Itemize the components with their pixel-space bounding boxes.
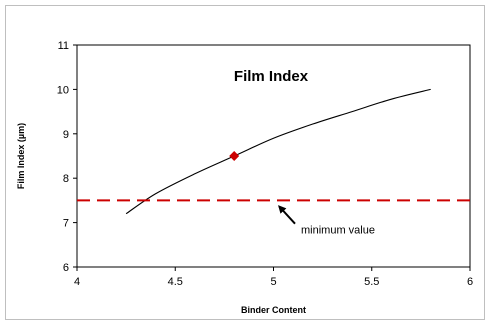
y-tick-label: 7 — [63, 218, 69, 230]
y-axis-title: Film Index (µm) — [16, 123, 26, 189]
y-tick-label: 10 — [57, 84, 69, 96]
data-point-marker — [229, 151, 240, 161]
y-tick-label: 8 — [63, 173, 69, 185]
y-axis-ticks: 6 7 8 9 10 11 — [57, 40, 77, 274]
x-tick-label: 5 — [270, 276, 276, 288]
y-tick-label: 11 — [58, 40, 69, 52]
x-tick-label: 4 — [74, 276, 80, 288]
annotation-arrow — [278, 205, 296, 225]
x-tick-label: 4.5 — [168, 276, 183, 288]
chart-title: Film Index — [234, 68, 309, 85]
x-tick-label: 5.5 — [364, 276, 379, 288]
y-tick-label: 6 — [63, 262, 69, 274]
x-axis-ticks: 4 4.5 5 5.5 6 — [74, 267, 473, 288]
y-tick-label: 9 — [63, 129, 69, 141]
x-tick-label: 6 — [467, 276, 473, 288]
x-axis-title: Binder Content — [241, 305, 306, 315]
annotation-minimum-value: minimum value — [301, 225, 375, 237]
series-line-film-index — [125, 88, 431, 215]
